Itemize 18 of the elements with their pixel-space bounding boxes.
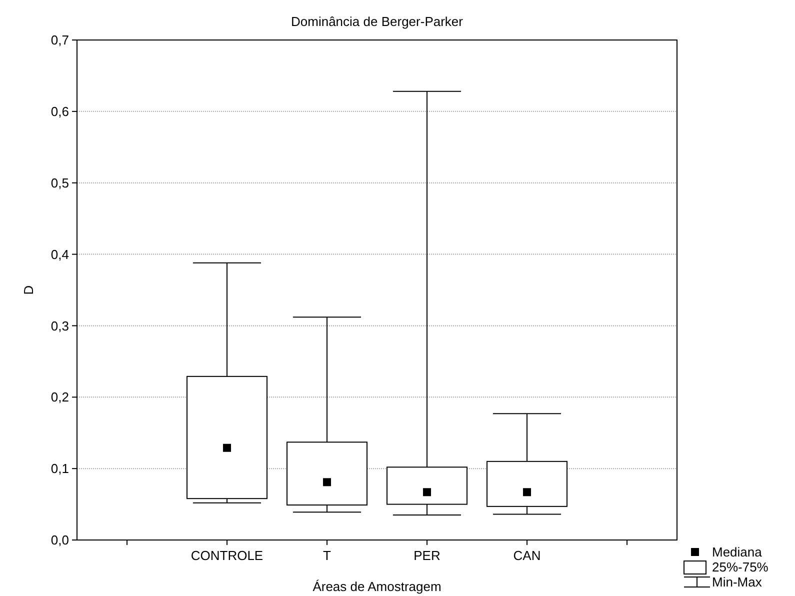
y-tick-label: 0,6 bbox=[50, 104, 69, 119]
x-axis-title: Áreas de Amostragem bbox=[312, 579, 442, 594]
y-tick-label: 0,4 bbox=[50, 246, 69, 262]
x-tick-label: PER bbox=[414, 548, 440, 563]
text: Min-Max bbox=[712, 574, 762, 590]
y-tick-label: 0,3 bbox=[50, 318, 69, 334]
y-tick-label: 0,1 bbox=[50, 461, 69, 476]
x-tick-label: CAN bbox=[513, 548, 541, 563]
text: Mediana bbox=[712, 544, 763, 560]
text: 25%-75% bbox=[712, 560, 769, 575]
x-tick-label: T bbox=[323, 548, 332, 563]
y-tick-label: 0,5 bbox=[50, 175, 69, 190]
chart-title: Dominância de Berger-Parker bbox=[291, 14, 464, 29]
y-tick-label: 0,2 bbox=[50, 390, 69, 405]
y-tick-label: 0,0 bbox=[50, 532, 69, 548]
y-axis-title: D bbox=[21, 285, 36, 295]
x-tick-label: CONTROLE bbox=[190, 548, 264, 563]
y-tick-label: 0,7 bbox=[50, 32, 69, 48]
